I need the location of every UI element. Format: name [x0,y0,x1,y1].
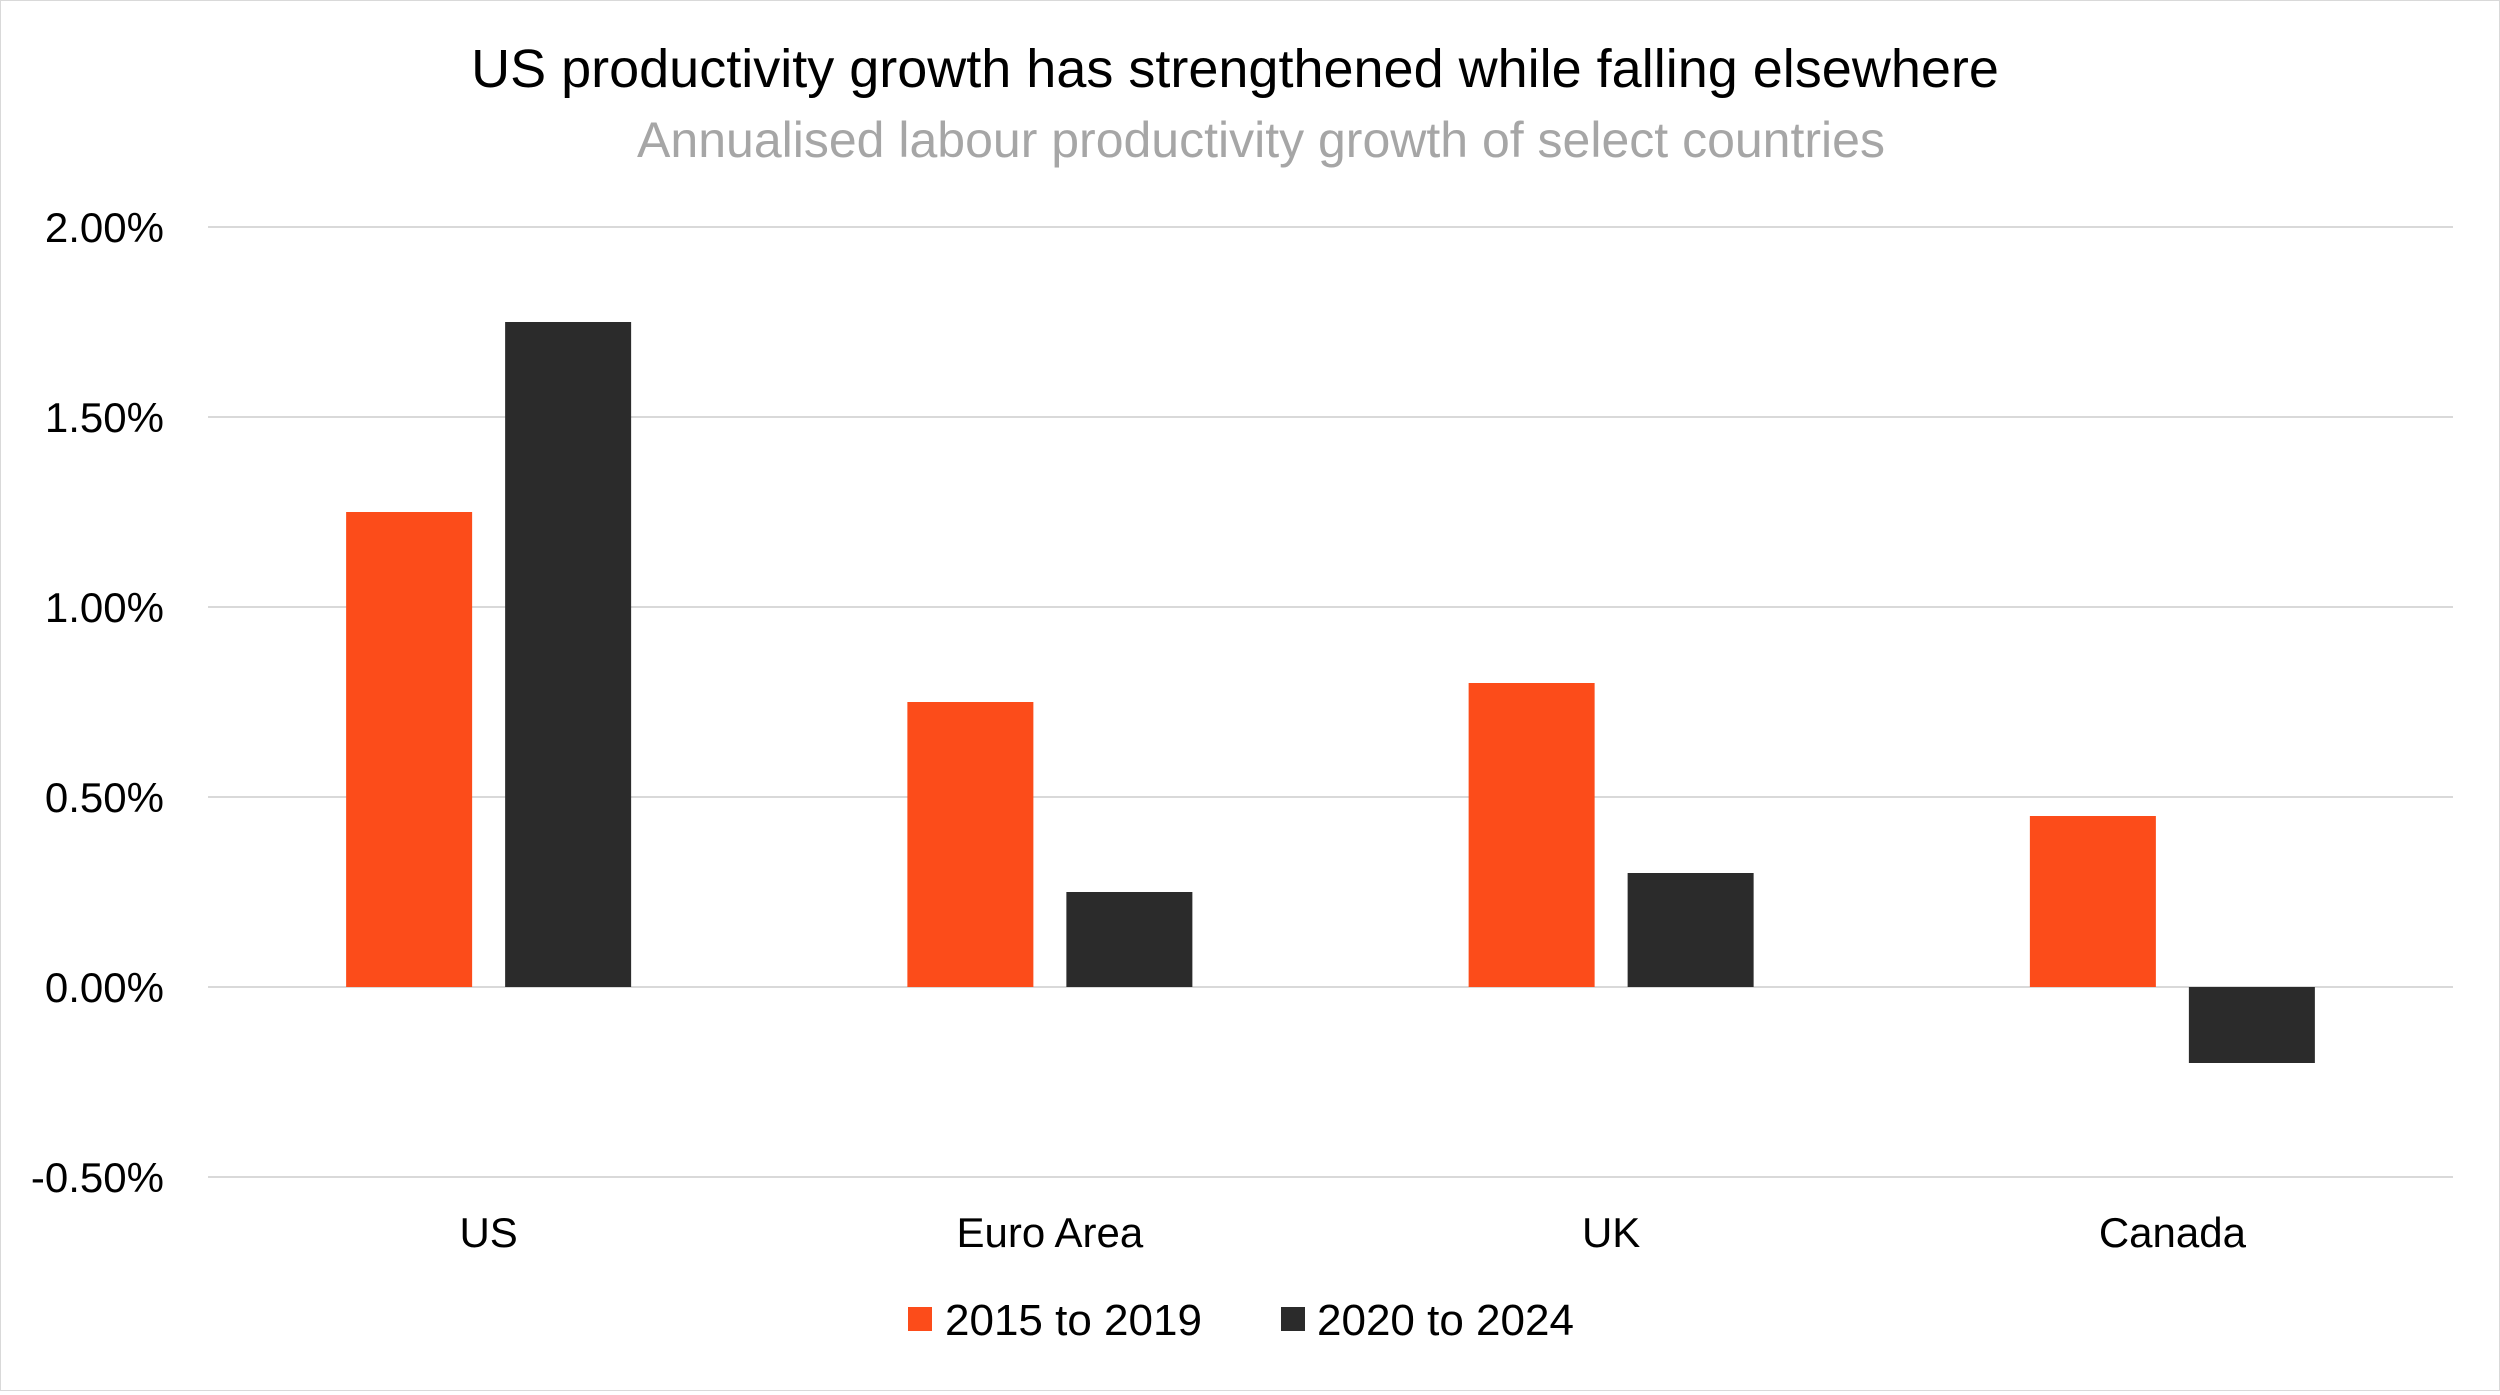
legend-swatch [1281,1307,1305,1331]
chart-subtitle: Annualised labour productivity growth of… [637,112,1885,168]
bar-canada-series-1 [2029,816,2156,987]
y-tick-label: 2.00% [45,204,164,251]
x-category-label: Euro Area [956,1209,1143,1256]
y-tick-label: -0.50% [31,1154,164,1201]
x-axis-category-labels: US Euro Area UK Canada [459,1209,2246,1256]
bar-euro-area-series-1 [907,702,1034,987]
legend-swatch [908,1307,932,1331]
bar-canada-series-2 [2188,987,2315,1063]
bar-us-series-2 [505,322,632,987]
y-tick-label: 1.00% [45,584,164,631]
x-category-label: US [459,1209,517,1256]
legend-label: 2015 to 2019 [945,1296,1202,1345]
x-category-label: UK [1582,1209,1640,1256]
y-tick-label: 0.00% [45,964,164,1011]
bar-uk-series-1 [1468,683,1595,987]
legend-label: 2020 to 2024 [1317,1296,1574,1345]
y-axis-tick-labels: 2.00% 1.50% 1.00% 0.50% 0.00% -0.50% [31,204,164,1201]
chart-title: US productivity growth has strengthened … [471,39,1999,99]
y-tick-label: 1.50% [45,394,164,441]
bars [346,322,2315,1063]
bar-euro-area-series-2 [1066,892,1193,987]
bar-uk-series-2 [1627,873,1754,987]
y-tick-label: 0.50% [45,774,164,821]
legend: 2015 to 2019 2020 to 2024 [908,1296,1574,1345]
x-category-label: Canada [2099,1209,2247,1256]
bar-us-series-1 [346,512,473,987]
